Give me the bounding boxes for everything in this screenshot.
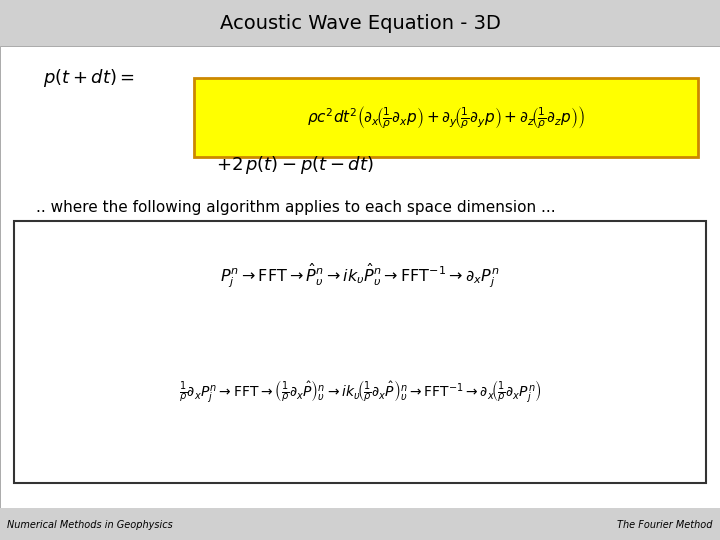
Text: $p(t + dt) =$: $p(t + dt) =$ <box>43 68 135 89</box>
Text: $+ 2\,p(t) - p(t - dt)$: $+ 2\,p(t) - p(t - dt)$ <box>216 154 374 176</box>
Text: Acoustic Wave Equation - 3D: Acoustic Wave Equation - 3D <box>220 14 500 33</box>
Text: Numerical Methods in Geophysics: Numerical Methods in Geophysics <box>7 520 173 530</box>
FancyBboxPatch shape <box>194 78 698 157</box>
Text: $P_j^n \rightarrow \mathrm{FFT} \rightarrow \hat{P}_\upsilon^n \rightarrow ik_\u: $P_j^n \rightarrow \mathrm{FFT} \rightar… <box>220 261 500 289</box>
FancyBboxPatch shape <box>0 46 720 508</box>
Text: $\rho c^2 dt^2 \left( \partial_x \!\left( \frac{1}{\rho} \partial_x p \right) + : $\rho c^2 dt^2 \left( \partial_x \!\left… <box>307 104 585 131</box>
FancyBboxPatch shape <box>14 221 706 483</box>
Text: The Fourier Method: The Fourier Method <box>617 520 713 530</box>
FancyBboxPatch shape <box>0 508 720 540</box>
Text: .. where the following algorithm applies to each space dimension ...: .. where the following algorithm applies… <box>36 200 556 215</box>
Text: $\frac{1}{\rho} \partial_x P_j^n \rightarrow \mathrm{FFT} \rightarrow \left( \fr: $\frac{1}{\rho} \partial_x P_j^n \righta… <box>179 378 541 405</box>
FancyBboxPatch shape <box>0 0 720 46</box>
